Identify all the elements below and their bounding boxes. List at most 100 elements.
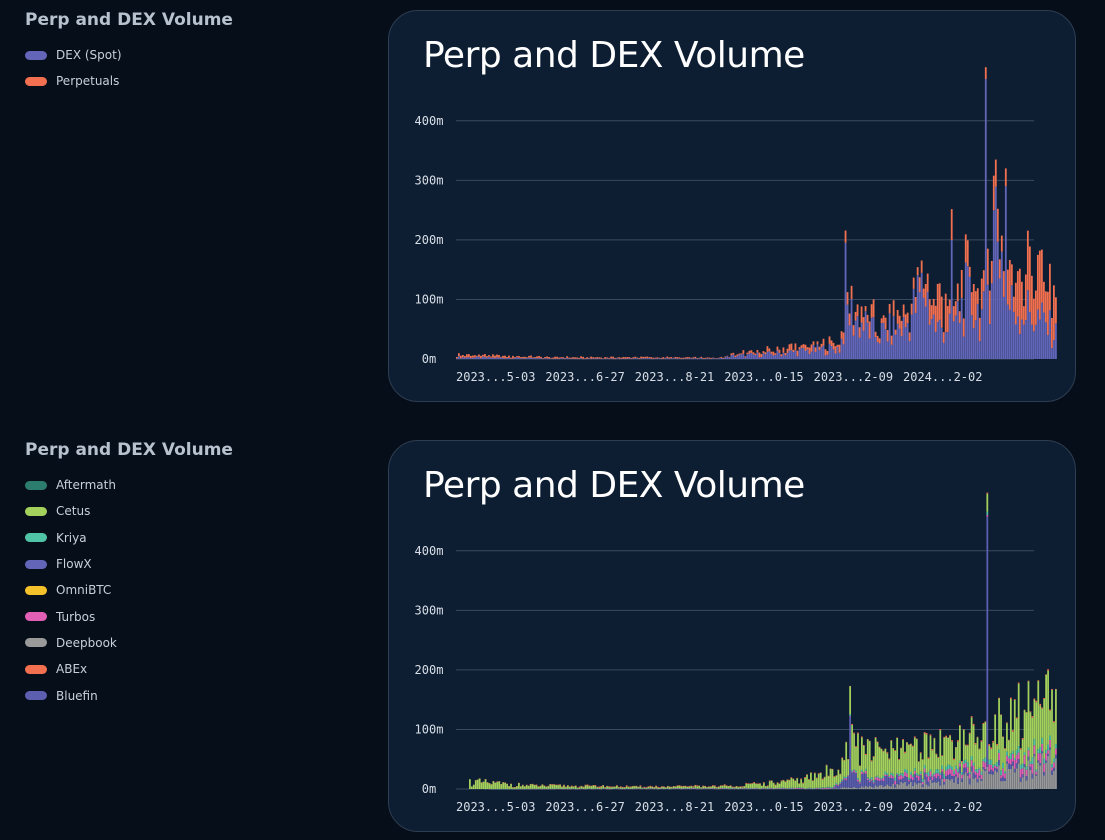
bar-segment (864, 311, 867, 359)
bar-segment (584, 358, 587, 359)
bar-segment (900, 748, 902, 774)
bar-segment (826, 354, 829, 359)
bar-segment (570, 785, 573, 787)
bar-segment (696, 358, 699, 359)
bar-segment (886, 775, 889, 785)
bar-segment (618, 357, 621, 359)
bar-segment (822, 345, 825, 359)
bar-segment (616, 785, 618, 786)
bar-segment (804, 344, 807, 352)
bar-segment (512, 355, 514, 359)
bar-segment (1000, 251, 1003, 359)
bar-segment (1020, 319, 1023, 359)
legend-label: ABEx (56, 662, 88, 677)
bar-segment (902, 317, 905, 359)
bar-segment (490, 357, 492, 359)
bar-segment (721, 785, 724, 788)
bar-segment (516, 357, 518, 359)
bar-segment (819, 787, 822, 789)
legend-item-abex[interactable]: ABEx (25, 656, 325, 682)
bar-segment (1031, 778, 1034, 789)
bar-segment (952, 306, 955, 322)
bar-segment (628, 358, 631, 359)
bar-segment (922, 288, 925, 298)
bar-segment (512, 787, 514, 789)
bar-segment (949, 768, 951, 774)
bar-segment (486, 356, 488, 358)
bar-segment (853, 786, 855, 789)
bar-segment (839, 783, 842, 785)
bar-segment (890, 740, 893, 773)
bar-segment (919, 782, 922, 789)
bar-segment (752, 354, 755, 359)
bar-segment (1051, 689, 1053, 765)
legend-item-deepbook[interactable]: Deepbook (25, 630, 325, 656)
bar-segment (872, 782, 875, 784)
bar-segment (770, 780, 773, 788)
bar-segment (818, 346, 821, 351)
bar-segment (794, 343, 797, 351)
legend-top: Perp and DEX Volume DEX (Spot) Perpetuals (25, 10, 325, 95)
bar-segment (723, 784, 726, 786)
bar-segment (890, 774, 893, 778)
bar-segment (531, 784, 534, 789)
bar-segment (700, 358, 703, 359)
bar-segment (970, 292, 973, 316)
bar-segment (1045, 749, 1047, 754)
bar-segment (948, 313, 951, 359)
bar-segment (508, 355, 510, 358)
bar-segment (559, 784, 561, 789)
bar-segment (474, 355, 476, 358)
bar-segment (984, 79, 987, 359)
legend-swatch (25, 691, 47, 701)
bar-segment (988, 290, 991, 325)
legend-item-dex-spot[interactable]: DEX (Spot) (25, 42, 325, 68)
legend-item-bluefin[interactable]: Bluefin (25, 682, 325, 708)
legend-item-perpetuals[interactable]: Perpetuals (25, 68, 325, 94)
bar-segment (966, 744, 969, 746)
bar-segment (836, 344, 839, 347)
bar-segment (719, 785, 722, 786)
bar-segment (978, 317, 981, 342)
bar-segment (646, 356, 649, 359)
bar-segment (776, 350, 779, 359)
bar-segment (725, 785, 728, 789)
legend-swatch (25, 559, 47, 569)
bar-segment (802, 348, 805, 359)
bar-segment (972, 328, 975, 359)
bar-segment (712, 786, 714, 788)
bar-segment (715, 787, 718, 789)
bar-segment (790, 778, 793, 788)
bar-segment (1025, 776, 1028, 781)
bar-segment (924, 306, 927, 359)
bar-segment (1016, 271, 1019, 317)
bar-segment (845, 778, 848, 781)
bar-segment (992, 764, 995, 768)
bar-segment (946, 306, 949, 333)
bar-segment (825, 787, 828, 788)
bar-segment (753, 782, 755, 783)
bar-segment (464, 357, 466, 359)
bar-segment (530, 355, 532, 358)
legend-item-kriya[interactable]: Kriya (25, 525, 325, 551)
bar-segment (902, 783, 904, 789)
bar-segment (992, 771, 995, 775)
bar-segment (857, 779, 859, 782)
bar-segment (557, 785, 559, 789)
bar-segment (519, 786, 522, 789)
bar-segment (794, 788, 797, 789)
bar-segment (956, 301, 959, 359)
bar-segment (788, 350, 791, 359)
legend-item-aftermath[interactable]: Aftermath (25, 472, 325, 498)
bar-segment (900, 336, 903, 359)
bar-segment (1049, 709, 1051, 711)
bar-segment (1045, 674, 1047, 675)
bar-segment (839, 788, 842, 789)
bar-segment (884, 329, 887, 359)
bar-segment (990, 759, 993, 765)
legend-item-omnibtc[interactable]: OmniBTC (25, 577, 325, 603)
legend-item-cetus[interactable]: Cetus (25, 498, 325, 524)
legend-item-turbos[interactable]: Turbos (25, 603, 325, 629)
legend-item-flowx[interactable]: FlowX (25, 551, 325, 577)
bar-segment (525, 785, 528, 789)
